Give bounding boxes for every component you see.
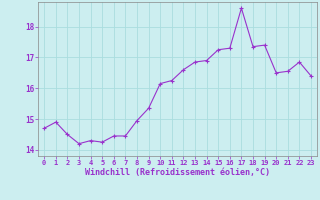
X-axis label: Windchill (Refroidissement éolien,°C): Windchill (Refroidissement éolien,°C) xyxy=(85,168,270,177)
